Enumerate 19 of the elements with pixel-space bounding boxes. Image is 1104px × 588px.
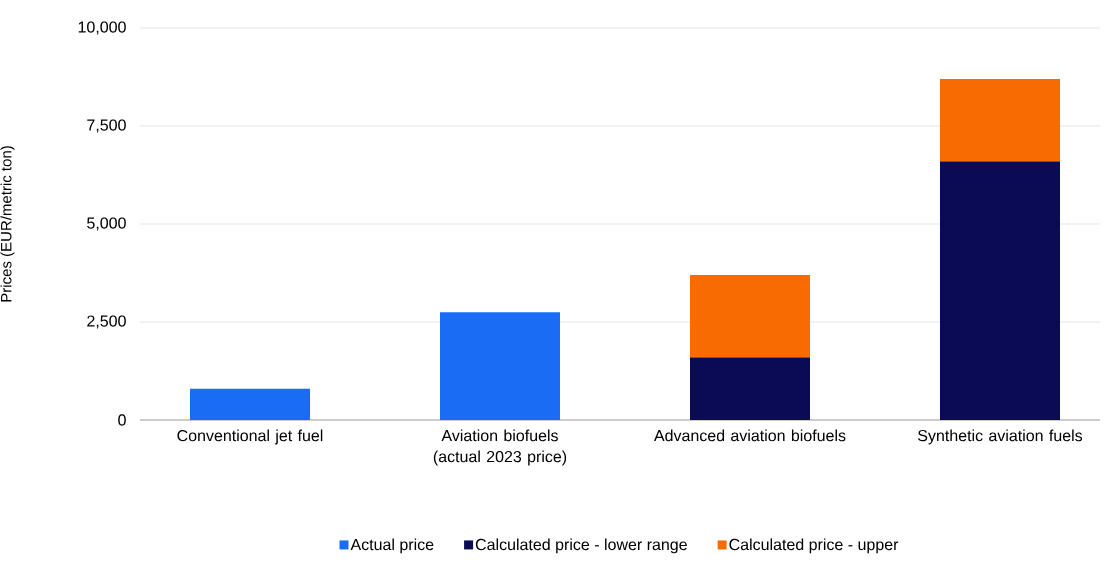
- legend-label: Calculated price - lower range: [475, 538, 687, 554]
- y-tick-label: 7,500: [87, 119, 126, 133]
- x-tick-label: Conventional jet fuel: [177, 429, 323, 445]
- legend-label: Calculated price - upper: [729, 538, 899, 554]
- x-tick-label: Advanced aviation biofuels: [653, 429, 846, 442]
- bar: [940, 78, 1060, 162]
- y-tick-label: 10,000: [78, 21, 126, 35]
- y-tick-label: 2,500: [87, 315, 126, 329]
- y-tick-label: 5,000: [87, 217, 126, 231]
- y-axis-title: Prices (EUR/metric ton): [0, 146, 15, 302]
- bar: [940, 161, 1060, 420]
- bar: [690, 357, 810, 420]
- bar: [690, 274, 810, 358]
- y-tick-label: 0: [118, 414, 126, 426]
- bar: [190, 388, 310, 420]
- x-tick-label: Synthetic aviation fuels: [918, 429, 1083, 445]
- bar: [440, 312, 560, 420]
- x-tick-label: Aviation biofuels (actual 2023 price): [433, 429, 567, 466]
- legend-label: Actual price: [350, 538, 434, 554]
